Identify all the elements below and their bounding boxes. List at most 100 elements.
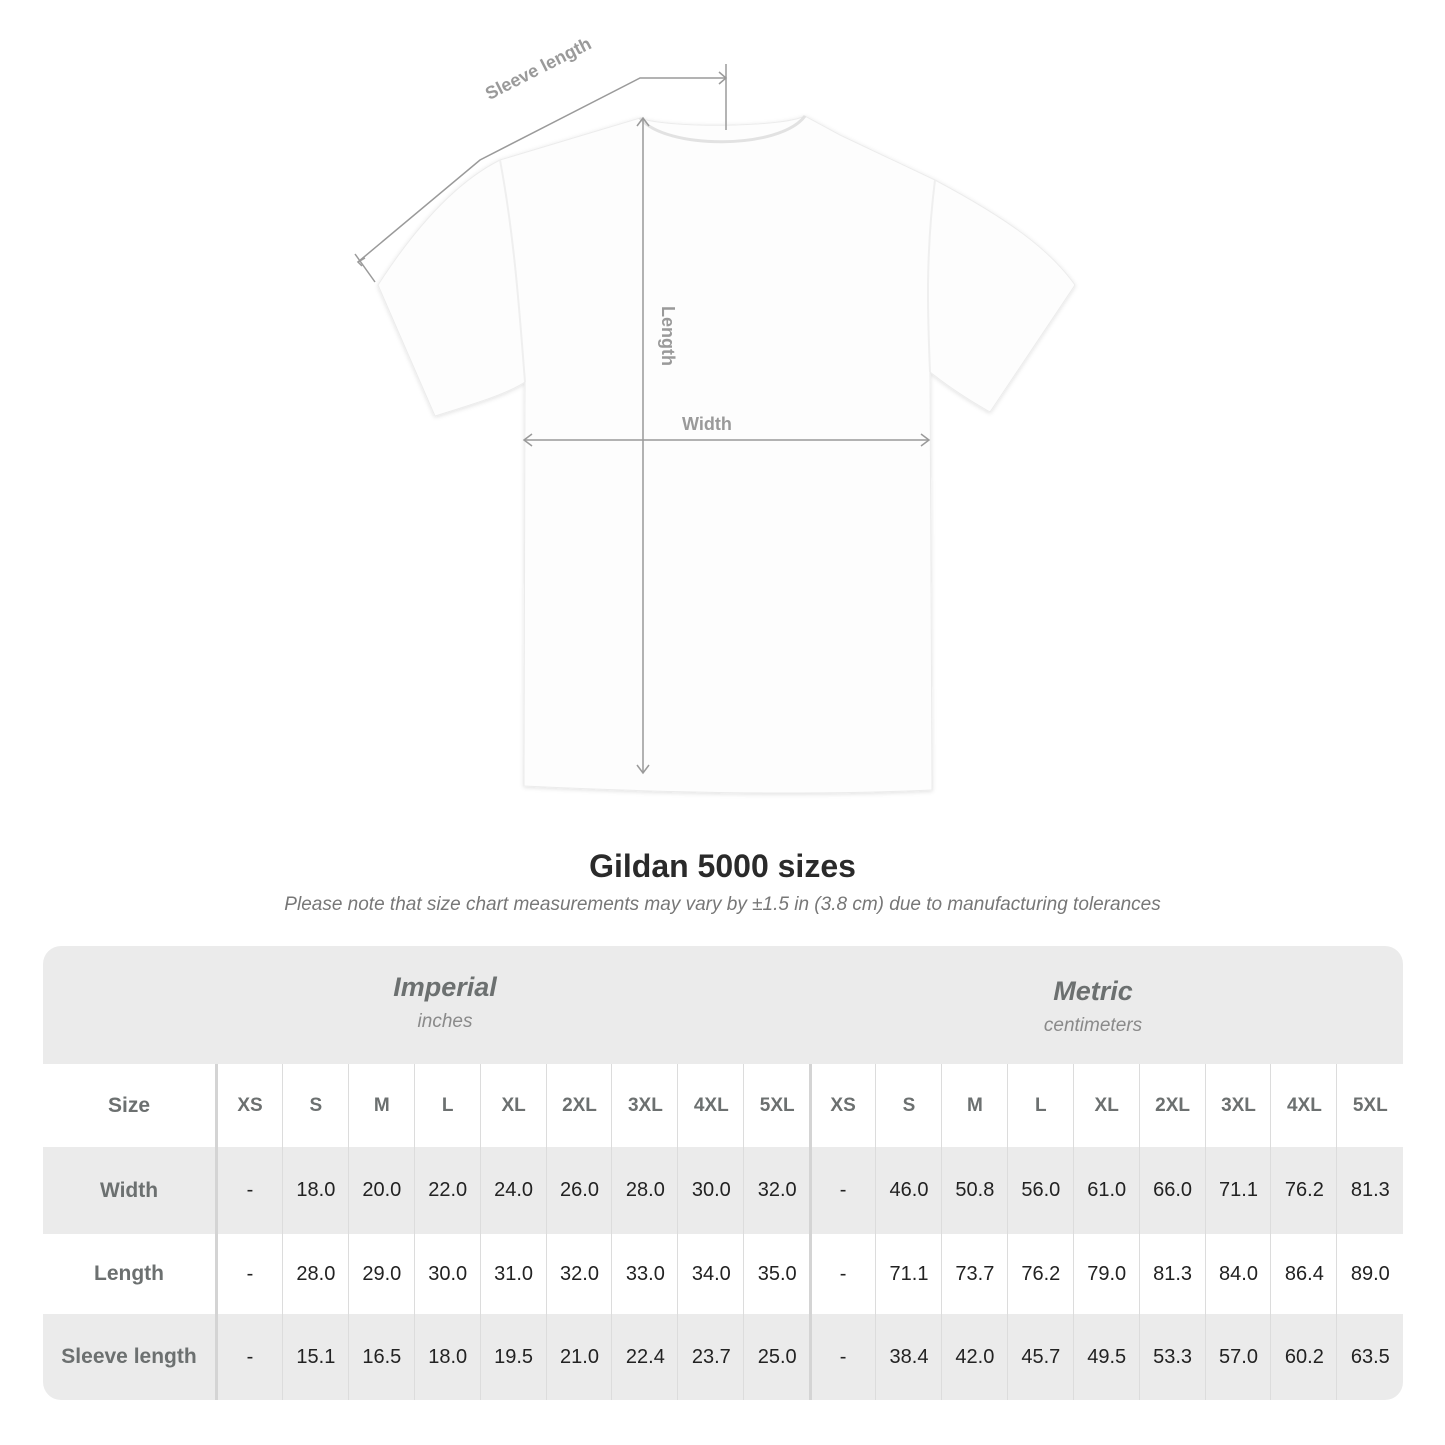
row-band-width [43,1147,1403,1234]
measurement-lines [354,64,931,775]
size-header-imperial: 4XL [693,1095,729,1116]
column-divider [743,1064,745,1400]
column-divider [1138,1064,1140,1400]
metric-value: 45.7 [1021,1346,1061,1368]
metric-value: 46.0 [889,1179,929,1201]
size-header-label: Size [107,1094,151,1117]
metric-value: 56.0 [1021,1179,1061,1201]
imperial-value: 16.5 [362,1346,402,1368]
metric-unit: centimeters [1043,1015,1143,1036]
size-header-imperial: 5XL [759,1095,795,1116]
tshirt-diagram [354,64,1076,794]
size-header-metric: M [966,1095,983,1116]
metric-value: 79.0 [1087,1263,1127,1285]
column-divider [281,1064,283,1400]
metric-value: 76.2 [1284,1179,1324,1201]
length-label: Length [658,306,678,366]
metric-value: 57.0 [1219,1346,1258,1368]
imperial-value: - [246,1346,254,1368]
column-divider [347,1064,349,1400]
size-header-imperial: M [373,1095,390,1116]
imperial-value: 18.0 [296,1179,336,1201]
column-divider [1336,1064,1338,1400]
imperial-value: 23.7 [691,1346,731,1368]
imperial-value: 26.0 [560,1179,599,1201]
imperial-value: 24.0 [494,1179,534,1201]
width-label: Width [682,414,732,434]
metric-value: 49.5 [1087,1346,1127,1368]
size-header-metric: 2XL [1155,1095,1191,1116]
metric-value: 84.0 [1219,1263,1258,1285]
column-divider [875,1064,876,1400]
imperial-value: 19.5 [494,1346,534,1368]
metric-value: 53.3 [1153,1346,1193,1368]
imperial-value: 15.1 [296,1346,336,1368]
size-header-imperial: XS [237,1095,263,1116]
imperial-value: - [246,1263,254,1285]
metric-value: 71.1 [1219,1179,1258,1201]
imperial-header: Imperial inches [215,972,675,1090]
imperial-unit: inches [417,1011,473,1032]
imperial-value: 28.0 [296,1263,336,1285]
imperial-value: 35.0 [757,1263,797,1285]
metric-value: 76.2 [1021,1263,1061,1285]
metric-value: - [839,1179,847,1201]
imperial-value: 34.0 [691,1263,731,1285]
imperial-value: 30.0 [691,1179,731,1201]
metric-value: 81.3 [1153,1263,1193,1285]
column-divider [413,1064,415,1400]
system-divider [809,1064,813,1400]
header-band [43,946,1403,1064]
column-divider [1204,1064,1206,1400]
label-divider [215,1064,218,1400]
column-divider [1270,1064,1272,1400]
metric-value: 38.4 [889,1346,929,1368]
imperial-value: 22.4 [625,1346,665,1368]
metric-value: 61.0 [1087,1179,1127,1201]
imperial-value: 30.0 [428,1263,468,1285]
column-divider [1072,1064,1074,1400]
size-header-metric: XS [830,1095,856,1116]
row-band-sleeve [43,1314,1403,1400]
imperial-value: 20.0 [362,1179,402,1201]
imperial-value: 22.0 [428,1179,468,1201]
column-divider [611,1064,613,1400]
row-label-sleeve-length: Sleeve length [61,1345,197,1368]
size-header-metric: L [1034,1095,1047,1116]
metric-value: 81.3 [1350,1179,1390,1201]
size-header-imperial: XL [501,1095,526,1116]
metric-value: 42.0 [955,1346,995,1368]
metric-value: 60.2 [1284,1346,1324,1368]
size-header-imperial: 2XL [562,1095,597,1116]
size-header-imperial: S [309,1095,323,1116]
imperial-value: 31.0 [494,1263,534,1285]
metric-header: Metric centimeters [863,976,1323,1094]
metric-value: - [839,1346,847,1368]
imperial-value: 32.0 [560,1263,599,1285]
size-header-imperial: 3XL [627,1095,663,1116]
size-header-metric: S [902,1095,916,1116]
metric-value: 66.0 [1153,1179,1193,1201]
metric-value: 71.1 [889,1263,929,1285]
imperial-value: 28.0 [625,1179,665,1201]
imperial-value: 32.0 [757,1179,797,1201]
size-header-imperial: L [441,1095,454,1116]
column-divider [545,1064,547,1400]
imperial-value: 29.0 [362,1263,402,1285]
tshirt-shape [377,115,1076,794]
row-label-length: Length [94,1262,164,1285]
imperial-value: 25.0 [757,1346,797,1368]
imperial-value: 21.0 [560,1346,599,1368]
size-header-metric: 3XL [1221,1095,1256,1116]
column-divider [479,1064,481,1400]
size-table: Imperial inches Metric centimeters Size X… [43,946,1403,1400]
metric-value: 63.5 [1350,1346,1390,1368]
column-divider [1006,1064,1008,1400]
imperial-value: 18.0 [428,1346,468,1368]
imperial-title: Imperial [393,972,497,1002]
column-divider [940,1064,942,1400]
column-divider [677,1064,679,1400]
metric-value: 50.8 [955,1179,995,1201]
metric-value: 86.4 [1284,1263,1324,1285]
tolerance-note: Please note that size chart measurements… [284,894,1161,915]
